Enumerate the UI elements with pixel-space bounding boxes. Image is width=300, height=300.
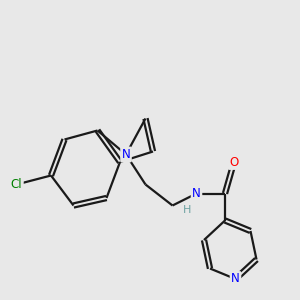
Text: N: N [231, 272, 240, 286]
Text: N: N [192, 187, 201, 200]
Text: Cl: Cl [11, 178, 22, 191]
Text: H: H [183, 205, 192, 215]
Text: O: O [230, 155, 238, 169]
Text: N: N [122, 148, 130, 161]
